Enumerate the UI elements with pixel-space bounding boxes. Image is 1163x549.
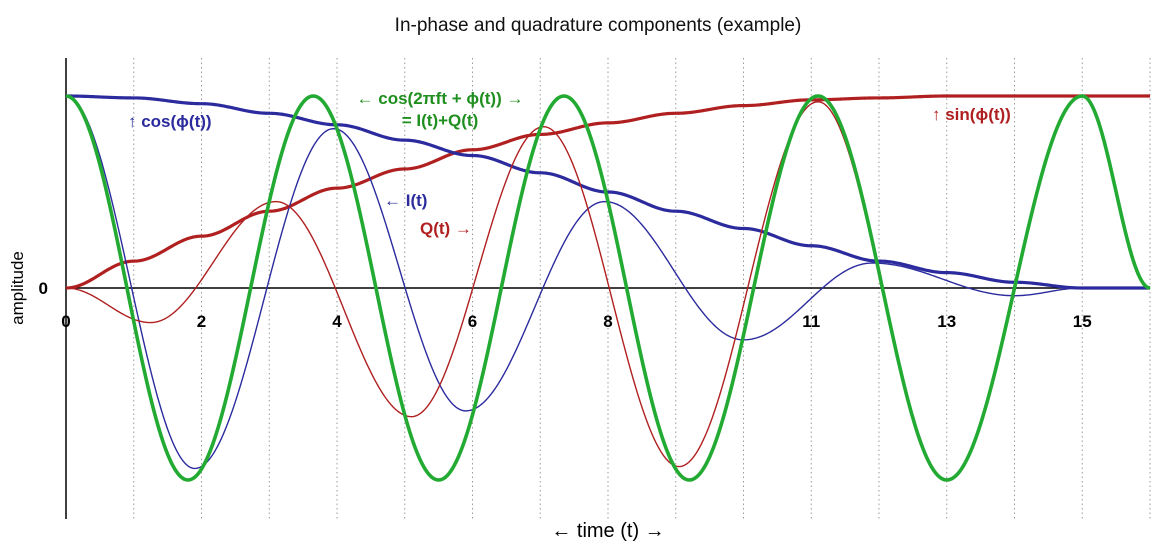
annotation-carrier-sum: = I(t)+Q(t) bbox=[402, 111, 479, 130]
x-tick-label-13: 13 bbox=[937, 312, 956, 331]
annotation-carrier: ← cos(2πft + ϕ(t)) → bbox=[357, 89, 524, 108]
x-tick-label-2: 2 bbox=[197, 312, 206, 331]
y-tick-label-0: 0 bbox=[39, 279, 48, 298]
x-tick-label-0: 0 bbox=[61, 312, 70, 331]
annotations: ↑ cos(ϕ(t)) ← cos(2πft + ϕ(t)) → = I(t)+… bbox=[128, 89, 1011, 238]
annotation-sin-phi: ↑ sin(ϕ(t)) bbox=[932, 105, 1011, 124]
annotation-q: Q(t) → bbox=[420, 219, 472, 238]
x-tick-label-11: 11 bbox=[802, 312, 820, 331]
x-tick-label-4: 4 bbox=[332, 312, 342, 331]
chart-title: In-phase and quadrature components (exam… bbox=[395, 15, 802, 36]
series-line-carrier bbox=[65, 94, 1151, 482]
annotation-i: ← I(t) bbox=[384, 191, 427, 210]
x-tick-label-15: 15 bbox=[1073, 312, 1092, 331]
x-axis-title: ← time (t) → bbox=[551, 520, 664, 542]
x-tick-label-6: 6 bbox=[468, 312, 477, 331]
series-line-cos-phi bbox=[66, 94, 1150, 290]
tick-labels: 0 2 4 6 8 11 13 15 bbox=[61, 312, 1091, 331]
y-axis-title: amplitude bbox=[8, 251, 27, 325]
series-group bbox=[65, 94, 1151, 482]
x-tick-label-8: 8 bbox=[603, 312, 612, 331]
annotation-cos-phi: ↑ cos(ϕ(t)) bbox=[128, 112, 212, 131]
